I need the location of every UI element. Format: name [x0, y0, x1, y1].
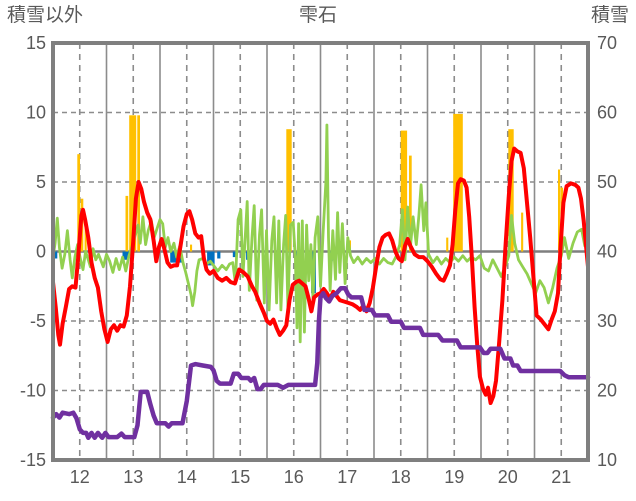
left-axis-title: 積雪以外 [7, 5, 84, 26]
orange-bars-bar [286, 129, 292, 252]
orange-bars-bar [84, 223, 87, 252]
x-tick-label: 14 [177, 467, 197, 487]
left-tick-label: -5 [30, 311, 46, 331]
orange-bars-bar [409, 155, 412, 252]
right-tick-label: 50 [597, 172, 617, 192]
orange-bars-bar [446, 237, 449, 252]
orange-bars-bar [77, 154, 80, 252]
left-tick-label: 15 [26, 33, 46, 53]
left-tick-label: 5 [36, 172, 46, 192]
x-tick-label: 12 [70, 467, 90, 487]
right-tick-label: 30 [597, 311, 617, 331]
x-tick-label: 21 [551, 467, 571, 487]
right-tick-label: 70 [597, 33, 617, 53]
x-tick-label: 19 [444, 467, 464, 487]
x-tick-label: 13 [123, 467, 143, 487]
left-tick-label: 10 [26, 103, 46, 123]
x-tick-label: 20 [498, 467, 518, 487]
orange-bars-bar [190, 244, 193, 252]
left-tick-label: -15 [20, 450, 46, 470]
plot-border [51, 41, 590, 462]
chart-title: 雫石 [298, 5, 337, 26]
right-tick-label: 20 [597, 381, 617, 401]
right-tick-label: 10 [597, 450, 617, 470]
x-tick-label: 17 [337, 467, 357, 487]
left-tick-label: -10 [20, 381, 46, 401]
blue-bars-bar [122, 251, 129, 260]
x-tick-label: 18 [391, 467, 411, 487]
x-tick-label: 15 [230, 467, 250, 487]
right-axis-title: 積雪 [590, 5, 629, 26]
purple-line [50, 286, 591, 441]
right-tick-label: 40 [597, 242, 617, 262]
orange-bars-bar [521, 212, 524, 252]
blue-bars-bar [232, 251, 236, 258]
blue-bars-bar [53, 251, 58, 259]
right-tick-label: 60 [597, 103, 617, 123]
blue-bars-bar [217, 251, 221, 259]
x-tick-label: 16 [284, 467, 304, 487]
orange-bars-bar [558, 169, 561, 252]
orange-bars-bar [129, 115, 137, 252]
left-tick-label: 0 [36, 242, 46, 262]
orange-bars-bar [125, 195, 129, 252]
orange-bars-bar [400, 130, 408, 252]
red-line [51, 146, 590, 405]
blue-bars-bar [207, 251, 215, 266]
